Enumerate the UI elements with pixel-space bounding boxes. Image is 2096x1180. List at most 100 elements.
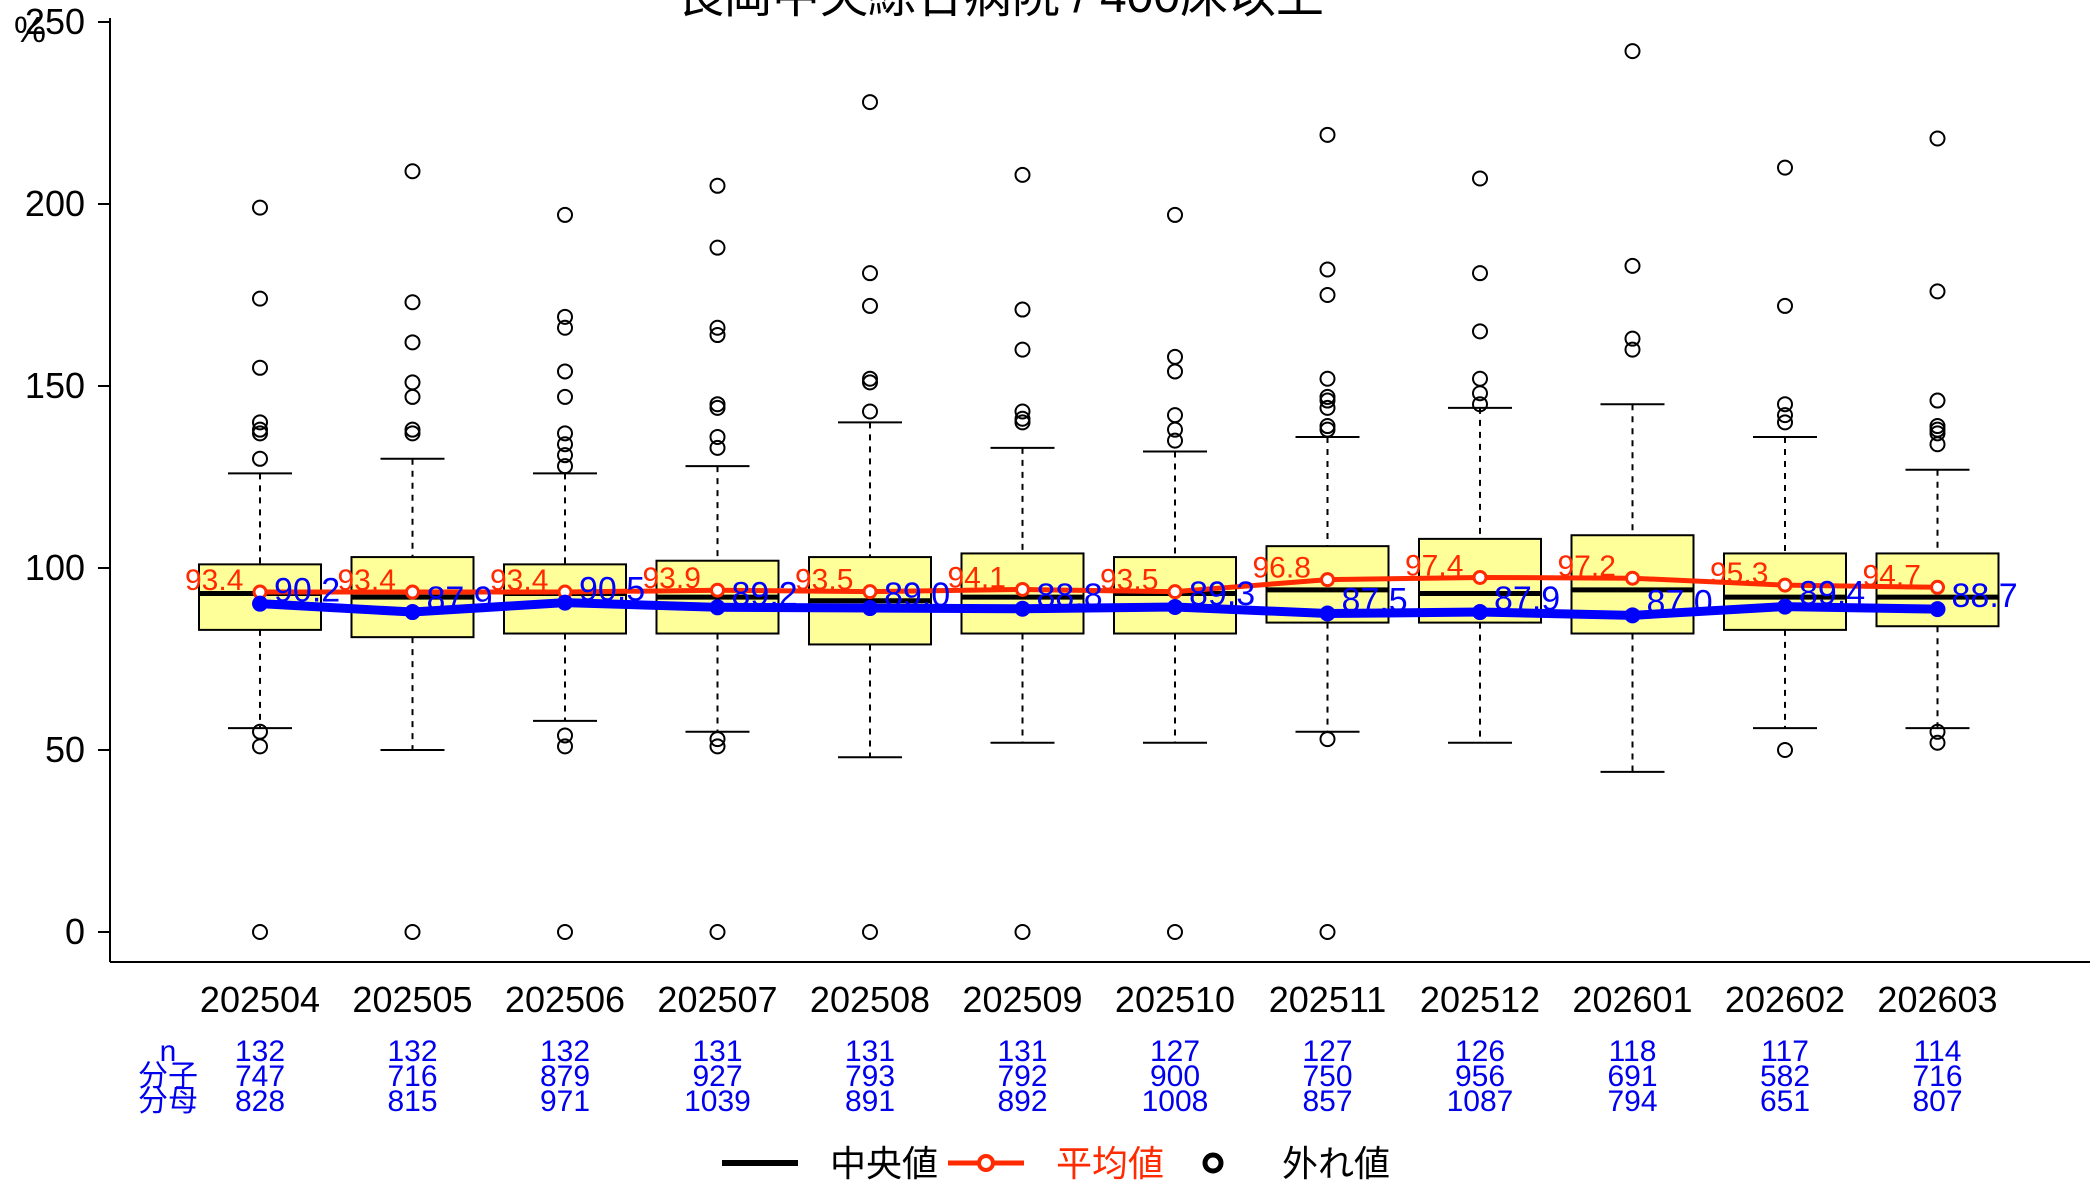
median-value-label: 90.2 bbox=[274, 572, 340, 610]
stats-cell: 971 bbox=[540, 1085, 590, 1118]
outlier-point bbox=[1472, 370, 1488, 387]
x-tick-label: 202505 bbox=[352, 979, 472, 1020]
stats-cell: 117 bbox=[1761, 1035, 1809, 1068]
x-tick-label: 202510 bbox=[1115, 979, 1235, 1020]
stats-cell: 118 bbox=[1609, 1035, 1657, 1068]
x-tick-label: 202603 bbox=[1877, 979, 1997, 1020]
x-tick-label: 202509 bbox=[962, 979, 1082, 1020]
outlier-point bbox=[404, 421, 421, 438]
box-202505 bbox=[350, 163, 475, 940]
outlier-point bbox=[709, 924, 726, 940]
y-tick-label: 150 bbox=[25, 365, 85, 406]
outlier-point bbox=[1167, 363, 1183, 380]
outlier-point bbox=[557, 308, 573, 325]
outlier-point bbox=[709, 327, 726, 344]
outlier-point bbox=[1624, 43, 1641, 60]
stats-cell: 132 bbox=[235, 1035, 285, 1068]
median-value-label: 88.7 bbox=[1952, 577, 2018, 615]
stats-cell: 794 bbox=[1607, 1085, 1657, 1118]
box-202601 bbox=[1570, 43, 1695, 773]
mean-point bbox=[1015, 581, 1030, 597]
stats-cell: 716 bbox=[1912, 1060, 1962, 1093]
outlier-point bbox=[1777, 297, 1793, 314]
outlier-point bbox=[557, 425, 573, 442]
outlier-point bbox=[862, 403, 878, 420]
outlier-point bbox=[862, 94, 878, 111]
stats-cell: 1039 bbox=[684, 1085, 751, 1118]
outlier-point bbox=[862, 924, 878, 940]
outlier-point bbox=[1777, 396, 1793, 413]
stats-cell: 879 bbox=[540, 1060, 590, 1093]
stats-cell: 1008 bbox=[1142, 1085, 1209, 1118]
outlier-point bbox=[709, 731, 726, 748]
box-202512 bbox=[1418, 170, 1542, 744]
outlier-point bbox=[252, 421, 268, 438]
median-point bbox=[709, 599, 726, 616]
outlier-point bbox=[1014, 301, 1031, 318]
outlier-point bbox=[557, 458, 573, 475]
mean-value-label: 97.2 bbox=[1558, 550, 1616, 583]
mean-point bbox=[405, 584, 420, 600]
x-tick-label: 202508 bbox=[810, 979, 930, 1020]
outlier-point bbox=[1777, 742, 1793, 758]
outlier-point bbox=[709, 396, 726, 413]
y-tick-label: 250 bbox=[25, 1, 85, 42]
outlier-point bbox=[404, 388, 421, 405]
x-axis-labels: 202504 202505 202506 202507 202508 202509 2025… bbox=[200, 979, 1998, 1020]
mean-value-label: 93.5 bbox=[795, 564, 853, 597]
median-value-label: 89.2 bbox=[732, 575, 798, 613]
outlier-point bbox=[1319, 126, 1336, 143]
outlier-point bbox=[1929, 392, 1946, 409]
mean-point bbox=[1777, 577, 1793, 593]
outlier-point bbox=[557, 727, 573, 744]
outlier-point bbox=[1014, 341, 1031, 358]
x-tick-label: 202511 bbox=[1269, 979, 1386, 1020]
mean-value-label: 94.1 bbox=[948, 561, 1006, 594]
median-value-label: 87.0 bbox=[1647, 583, 1713, 621]
stats-cell: 892 bbox=[997, 1085, 1047, 1118]
stats-cell: 582 bbox=[1760, 1060, 1810, 1093]
outlier-point bbox=[1777, 414, 1793, 431]
outlier-point bbox=[1167, 206, 1183, 223]
median-point bbox=[557, 594, 573, 611]
outlier-point bbox=[1472, 396, 1488, 413]
outlier-point bbox=[1624, 257, 1641, 274]
mean-point bbox=[1930, 579, 1945, 595]
outlier-point bbox=[1319, 924, 1336, 940]
mean-value-label: 93.5 bbox=[1100, 564, 1158, 597]
stats-cell: 127 bbox=[1302, 1035, 1352, 1068]
stats-cell: 792 bbox=[997, 1060, 1047, 1093]
stats-cell: 114 bbox=[1914, 1035, 1962, 1068]
stats-cell: 131 bbox=[692, 1035, 742, 1068]
median-value-label: 87.5 bbox=[1342, 582, 1408, 620]
outlier-point bbox=[1777, 159, 1793, 176]
stats-cell: 747 bbox=[235, 1060, 285, 1093]
outlier-point bbox=[1472, 323, 1488, 340]
outlier-point bbox=[404, 374, 421, 391]
outlier-point bbox=[252, 199, 268, 216]
stats-row-label: 分子 bbox=[138, 1060, 198, 1093]
legend-median-label: 中央値 bbox=[830, 1143, 938, 1180]
axes: 0 50 100 150 200 250 bbox=[25, 1, 2090, 963]
stats-cell: 716 bbox=[387, 1060, 437, 1093]
median-point bbox=[1167, 598, 1183, 615]
mean-value-label: 93.9 bbox=[643, 562, 701, 595]
mean-value-label: 93.4 bbox=[185, 564, 243, 597]
stats-cell: 132 bbox=[387, 1035, 437, 1068]
outlier-point bbox=[709, 738, 726, 755]
outlier-point bbox=[1929, 734, 1946, 751]
stats-cell: 793 bbox=[845, 1060, 895, 1093]
mean-point bbox=[710, 582, 725, 598]
outlier-point bbox=[1319, 287, 1336, 303]
outlier-point bbox=[862, 265, 878, 282]
outlier-point bbox=[1167, 407, 1183, 424]
median-value-label: 90.5 bbox=[579, 571, 645, 609]
outlier-point bbox=[709, 239, 726, 256]
outlier-point bbox=[1929, 283, 1946, 300]
median-point bbox=[1929, 601, 1946, 618]
outlier-point bbox=[252, 359, 268, 376]
mean-point bbox=[1472, 569, 1488, 585]
outlier-point bbox=[404, 334, 421, 351]
chart-title: 長岡中央綜合病院 / 400床以上 bbox=[676, 0, 1324, 23]
outlier-point bbox=[862, 297, 878, 314]
